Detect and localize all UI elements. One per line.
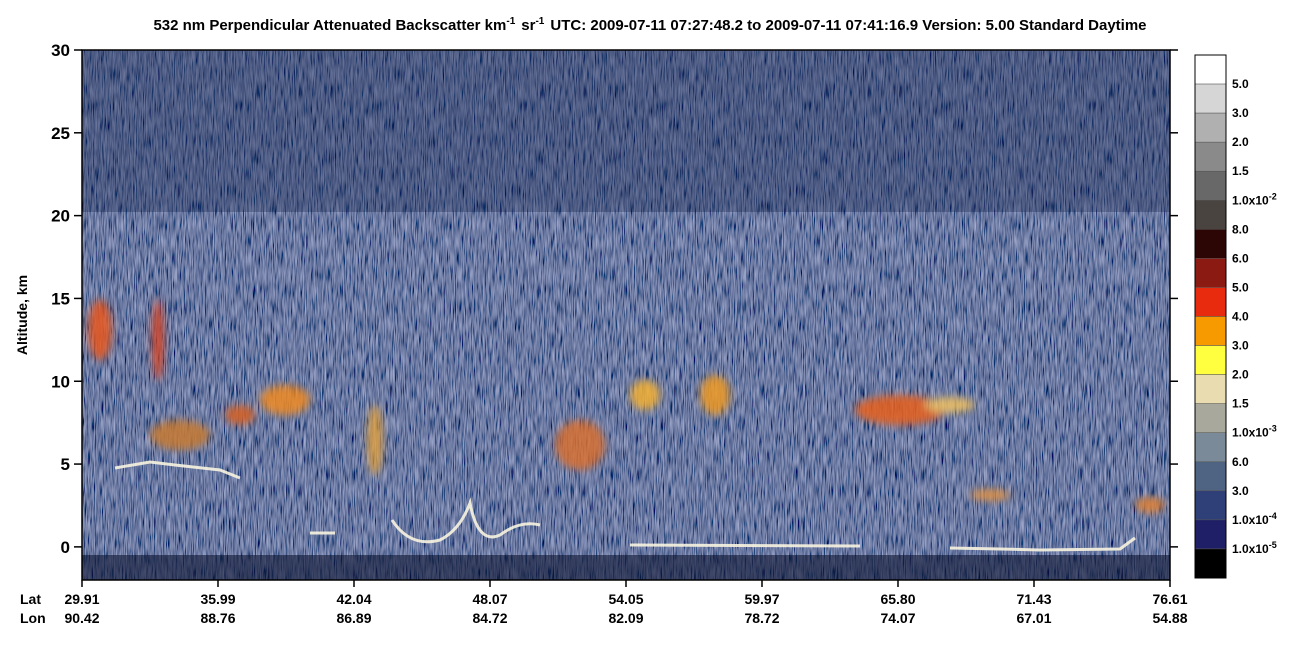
colorbar-label: 8.0 — [1232, 222, 1249, 236]
y-axis-label: Altitude, km — [14, 275, 30, 355]
colorbar-swatch — [1194, 519, 1227, 550]
colorbar-label: 2.0 — [1232, 368, 1249, 382]
title-part: -1 — [535, 16, 544, 27]
colorbar-label: 3.0 — [1232, 484, 1249, 498]
title-part: -1 — [506, 16, 515, 27]
lat-label: 71.43 — [1016, 591, 1051, 607]
colorbar-label-base: 1.0x10 — [1232, 542, 1269, 556]
colorbar-label: 3.0 — [1232, 339, 1249, 353]
colorbar-swatch — [1194, 403, 1227, 433]
curtain-image — [82, 50, 1170, 580]
colorbar-frame — [1194, 54, 1227, 579]
lon-label: 88.76 — [200, 610, 235, 626]
x-row-label: Lat — [20, 591, 41, 607]
y-tick-label: 5 — [61, 455, 70, 474]
colorbar-swatch — [1194, 229, 1227, 259]
colorbar-swatch — [1194, 170, 1227, 201]
colorbar-label: 2.0 — [1232, 135, 1249, 149]
y-tick-label: 25 — [51, 124, 70, 143]
colorbar-swatch — [1194, 374, 1227, 404]
lat-label: 29.91 — [64, 591, 99, 607]
y-tick-label: 10 — [51, 372, 70, 391]
colorbar-swatch — [1194, 345, 1227, 375]
colorbar-label-base: 1.0x10 — [1232, 426, 1269, 440]
x-row-label: Lon — [20, 610, 46, 626]
colorbar-swatch — [1194, 112, 1227, 143]
colorbar-label-exp: -5 — [1269, 540, 1277, 550]
lat-label: 76.61 — [1152, 591, 1187, 607]
title-part: sr — [521, 17, 535, 34]
lat-label: 54.05 — [608, 591, 643, 607]
colorbar-label-exp: -2 — [1269, 191, 1277, 201]
colorbar-label: 3.0 — [1232, 106, 1249, 120]
colorbar-label-base: 1.0x10 — [1232, 193, 1269, 207]
colorbar-swatch — [1194, 461, 1227, 492]
colorbar-label: 6.0 — [1232, 455, 1249, 469]
colorbar-swatch — [1194, 258, 1227, 288]
colorbar-label: 1.0x10-2 — [1232, 191, 1277, 207]
colorbar-swatch — [1194, 432, 1227, 463]
colorbar-label-base: 1.0x10 — [1232, 513, 1269, 527]
colorbar-label: 5.0 — [1232, 280, 1249, 294]
colorbar-label: 1.0x10-4 — [1232, 511, 1277, 527]
colorbar-label-exp: -3 — [1269, 424, 1277, 434]
colorbar-label: 6.0 — [1232, 251, 1249, 265]
lat-label: 65.80 — [880, 591, 915, 607]
colorbar-label: 4.0 — [1232, 310, 1249, 324]
lon-label: 84.72 — [472, 610, 507, 626]
lat-label: 35.99 — [200, 591, 235, 607]
y-tick-label: 0 — [61, 538, 70, 557]
lat-label: 42.04 — [336, 591, 371, 607]
y-tick-label: 30 — [51, 41, 70, 60]
lon-label: 86.89 — [336, 610, 371, 626]
colorbar-label: 5.0 — [1232, 77, 1249, 91]
colorbar-label: 1.0x10-5 — [1232, 540, 1277, 556]
lon-label: 67.01 — [1016, 610, 1051, 626]
y-tick-label: 15 — [51, 289, 70, 308]
colorbar-label-exp: -4 — [1269, 511, 1277, 521]
colorbar-swatch — [1194, 490, 1227, 521]
colorbar-swatch — [1194, 141, 1227, 172]
colorbar-swatch — [1194, 83, 1227, 114]
title-part: 532 nm Perpendicular Attenuated Backscat… — [153, 17, 506, 34]
lon-label: 54.88 — [1152, 610, 1187, 626]
colorbar-swatch — [1194, 200, 1227, 230]
lat-label: 59.97 — [744, 591, 779, 607]
title-part: UTC: 2009-07-11 07:27:48.2 to 2009-07-11… — [550, 17, 1146, 34]
lat-label: 48.07 — [472, 591, 507, 607]
colorbar-swatch — [1194, 54, 1227, 85]
colorbar-label: 1.0x10-3 — [1232, 424, 1277, 440]
colorbar-swatch — [1194, 287, 1227, 317]
y-tick-label: 20 — [51, 207, 70, 226]
colorbar-label: 1.5 — [1232, 397, 1249, 411]
colorbar-swatch — [1194, 316, 1227, 346]
chart-title: 532 nm Perpendicular Attenuated Backscat… — [153, 16, 1146, 34]
lon-label: 90.42 — [64, 610, 99, 626]
lon-label: 82.09 — [608, 610, 643, 626]
colorbar-label: 1.5 — [1232, 164, 1249, 178]
lon-label: 74.07 — [880, 610, 915, 626]
colorbar-swatch — [1194, 548, 1227, 579]
lon-label: 78.72 — [744, 610, 779, 626]
